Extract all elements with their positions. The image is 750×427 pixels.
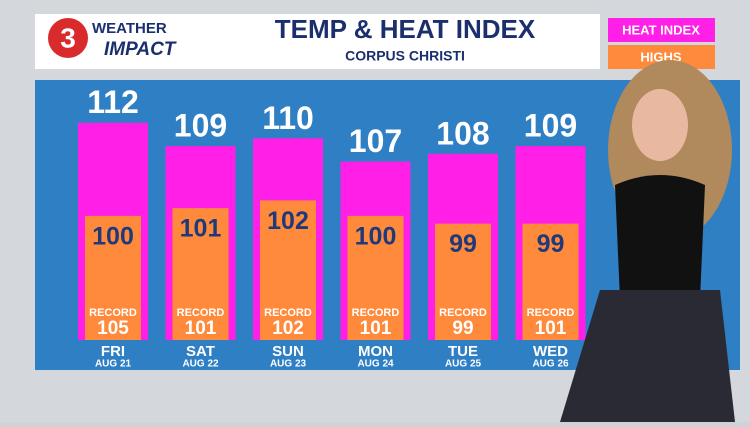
- presenter-skirt: [560, 290, 735, 422]
- record-value: 101: [185, 318, 217, 339]
- record-caption: RECORD: [527, 307, 575, 319]
- bar: [522, 223, 579, 340]
- high-label: 102: [267, 207, 309, 235]
- presenter-face: [632, 89, 688, 161]
- high-label: 99: [449, 230, 477, 258]
- legend-swatch: [608, 18, 715, 42]
- date-label: AUG 23: [270, 359, 307, 370]
- presenter: [560, 60, 735, 422]
- x-tick-label: TUE: [448, 343, 478, 360]
- record-caption: RECORD: [177, 307, 225, 319]
- chart-subtitle: CORPUS CHRISTI: [345, 48, 465, 64]
- presenter-top: [615, 175, 705, 300]
- high-label: 100: [92, 222, 134, 250]
- x-tick-label: WED: [533, 343, 568, 360]
- high-label: 100: [355, 222, 397, 250]
- record-value: 101: [360, 318, 392, 339]
- bar: [85, 215, 141, 340]
- date-label: AUG 21: [95, 359, 132, 370]
- heat-index-label: 107: [349, 123, 402, 159]
- heat-index-label: 109: [524, 108, 577, 144]
- high-label: 99: [537, 230, 565, 258]
- record-value: 99: [452, 318, 473, 339]
- heat-index-label: 110: [262, 100, 314, 136]
- x-tick-label: FRI: [101, 343, 125, 360]
- x-tick-label: MON: [358, 343, 393, 360]
- bar: [260, 200, 316, 340]
- bar: [347, 215, 404, 340]
- heat-index-label: 108: [436, 115, 489, 151]
- date-label: AUG 22: [182, 359, 219, 370]
- record-caption: RECORD: [352, 307, 400, 319]
- record-value: 105: [97, 318, 129, 339]
- bar: [172, 208, 229, 340]
- date-label: AUG 24: [357, 359, 394, 370]
- record-value: 102: [272, 318, 304, 339]
- high-label: 101: [180, 215, 222, 243]
- chart-title: TEMP & HEAT INDEX: [275, 14, 536, 44]
- header: [35, 14, 600, 69]
- record-caption: RECORD: [439, 307, 487, 319]
- logo-circle: [48, 18, 88, 58]
- heat-index-label: 112: [87, 84, 139, 120]
- logo-line1: WEATHER: [92, 20, 167, 37]
- logo-line2: IMPACT: [104, 39, 177, 60]
- record-value: 101: [535, 318, 567, 339]
- x-tick-label: SUN: [272, 343, 304, 360]
- record-caption: RECORD: [89, 307, 137, 319]
- heat-index-label: 109: [174, 108, 227, 144]
- bar: [435, 223, 491, 340]
- date-label: AUG 26: [532, 359, 569, 370]
- legend-label: HEAT INDEX: [622, 22, 700, 37]
- date-label: AUG 25: [445, 359, 482, 370]
- x-tick-label: SAT: [186, 343, 215, 360]
- record-caption: RECORD: [264, 307, 312, 319]
- logo-number: 3: [60, 22, 76, 53]
